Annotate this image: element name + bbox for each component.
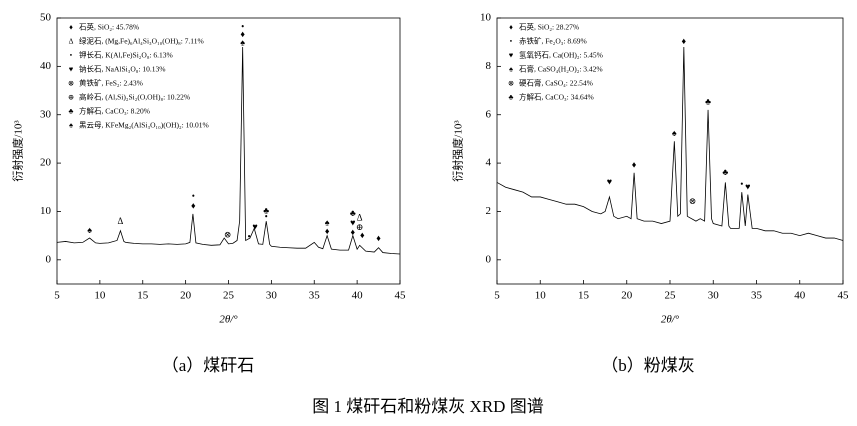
x-axis-label: 2θ/° — [661, 314, 680, 326]
x-tick-label: 25 — [665, 290, 677, 302]
peak-marker: ♠ — [325, 218, 330, 228]
peak-marker: ⊗ — [689, 196, 697, 206]
x-tick-label: 20 — [180, 290, 192, 302]
peak-marker: • — [192, 191, 195, 201]
legend-symbol: ⊗ — [68, 79, 74, 88]
peak-marker: ♦ — [191, 201, 196, 211]
peak-marker: ♥ — [745, 181, 750, 191]
legend-symbol: Δ — [69, 37, 74, 46]
x-tick-label: 5 — [494, 290, 500, 302]
peak-marker: ♠ — [87, 225, 92, 235]
legend-label: 黑云母, KFeMg₂(AlSi₃O₁₀)(OH)₂: 10.01% — [79, 121, 209, 130]
x-tick-label: 40 — [352, 290, 364, 302]
y-tick-label: 2 — [486, 205, 492, 217]
legend-label: 硬石膏, CaSO₄: 22.54% — [519, 78, 593, 88]
x-tick-label: 15 — [578, 290, 590, 302]
y-tick-label: 50 — [40, 12, 52, 24]
peak-marker: ♥ — [607, 176, 612, 186]
peak-marker: ♣ — [705, 97, 711, 107]
y-tick-label: 6 — [486, 108, 492, 120]
peak-marker: Δ — [118, 216, 124, 226]
legend-symbol: • — [70, 51, 73, 60]
y-tick-label: 0 — [486, 253, 492, 265]
xrd-line — [496, 47, 844, 241]
legend-label: 石英, SiO₂: 45.78% — [79, 22, 139, 32]
peak-marker: ⊗ — [224, 230, 232, 240]
y-tick-label: 10 — [40, 205, 52, 217]
x-tick-label: 45 — [838, 290, 850, 302]
legend-label: 石膏, CaSO₄(H₂O)₂: 3.42% — [519, 64, 603, 74]
peak-marker: • — [265, 211, 268, 221]
peak-marker: ♦ — [360, 230, 365, 240]
peak-marker: ♦ — [632, 160, 637, 170]
subcaption: （a）煤矸石 — [162, 356, 255, 375]
legend-symbol: • — [510, 37, 513, 46]
legend-label: 方解石, CaCO₃: 8.20% — [79, 106, 150, 116]
peak-marker: ⊕ — [356, 222, 364, 232]
x-tick-label: 5 — [54, 290, 60, 302]
legend-symbol: ♦ — [69, 23, 73, 32]
legend-label: 赤铁矿, Fe₂O₃: 8.69% — [519, 36, 587, 46]
x-tick-label: 35 — [309, 290, 321, 302]
peak-marker: ♥ — [252, 221, 257, 231]
y-tick-label: 20 — [40, 157, 52, 169]
x-tick-label: 10 — [535, 290, 547, 302]
legend-symbol: ♥ — [509, 51, 514, 60]
x-tick-label: 20 — [621, 290, 633, 302]
legend-label: 高岭石, (Al,Si)₂Si₂(O,OH)₈: 10.22% — [79, 92, 190, 102]
peak-marker: • — [248, 232, 251, 242]
x-tick-label: 25 — [223, 290, 235, 302]
legend-label: 氢氧钙石, Ca(OH)₂: 5.45% — [519, 50, 603, 60]
subcaption: （b）粉煤灰 — [601, 356, 695, 375]
legend-label: 黄铁矿, FeS₂: 2.43% — [79, 78, 143, 88]
peak-marker: ♣ — [350, 208, 356, 218]
y-tick-label: 10 — [480, 12, 492, 24]
legend-symbol: ♣ — [509, 93, 514, 102]
x-tick-label: 35 — [751, 290, 763, 302]
x-axis-label: 2θ/° — [219, 314, 238, 326]
y-axis-label: 衍射强度/10³ — [451, 120, 465, 182]
x-tick-label: 15 — [137, 290, 149, 302]
peak-marker: • — [740, 179, 743, 189]
x-tick-label: 45 — [395, 290, 407, 302]
peak-marker: ♦ — [325, 226, 330, 236]
y-axis-label: 衍射强度/10³ — [11, 120, 25, 182]
x-tick-label: 10 — [94, 290, 106, 302]
legend-symbol: ♥ — [69, 65, 74, 74]
legend-label: 钾长石, K(Al,Fe)Si₂O₈: 6.13% — [79, 50, 173, 60]
legend-symbol: ♠ — [509, 65, 513, 74]
peak-marker: ♦ — [240, 29, 245, 39]
y-tick-label: 8 — [486, 60, 492, 72]
y-tick-label: 30 — [40, 108, 52, 120]
legend-symbol: ⊕ — [68, 93, 74, 102]
legend-label: 方解石, CaCO₃: 34.64% — [519, 92, 594, 102]
legend-label: 石英, SiO₂: 28.27% — [519, 22, 579, 32]
figure-caption: 图 1 煤矸石和粉煤灰 XRD 图谱 — [312, 397, 543, 416]
peak-marker: • — [241, 22, 244, 32]
peak-marker: ♦ — [682, 36, 687, 46]
peak-marker: ♦ — [376, 233, 381, 243]
legend-label: 钠长石, NaAlSi₃O₈: 10.13% — [79, 64, 165, 74]
x-tick-label: 30 — [266, 290, 278, 302]
x-tick-label: 40 — [794, 290, 806, 302]
y-tick-label: 4 — [486, 157, 492, 169]
y-tick-label: 40 — [40, 60, 52, 72]
legend-label: 绿泥石, (Mg,Fe)₆Al₄Si₃O₁₀(OH)₈: 7.11% — [79, 37, 204, 46]
peak-marker: ♥ — [350, 218, 355, 228]
peak-marker: ♦ — [351, 227, 356, 237]
peak-marker: ♠ — [672, 128, 677, 138]
y-tick-label: 0 — [46, 253, 52, 265]
peak-marker: ♣ — [722, 167, 728, 177]
legend-symbol: ♣ — [69, 107, 74, 116]
legend-symbol: ⊗ — [508, 79, 514, 88]
legend-symbol: ♦ — [509, 23, 513, 32]
peak-marker: ♠ — [240, 38, 245, 48]
legend-symbol: ♠ — [69, 121, 73, 130]
peak-marker: Δ — [357, 212, 363, 222]
xrd-line — [56, 47, 401, 255]
peak-marker: ♣ — [263, 206, 269, 216]
x-tick-label: 30 — [708, 290, 720, 302]
